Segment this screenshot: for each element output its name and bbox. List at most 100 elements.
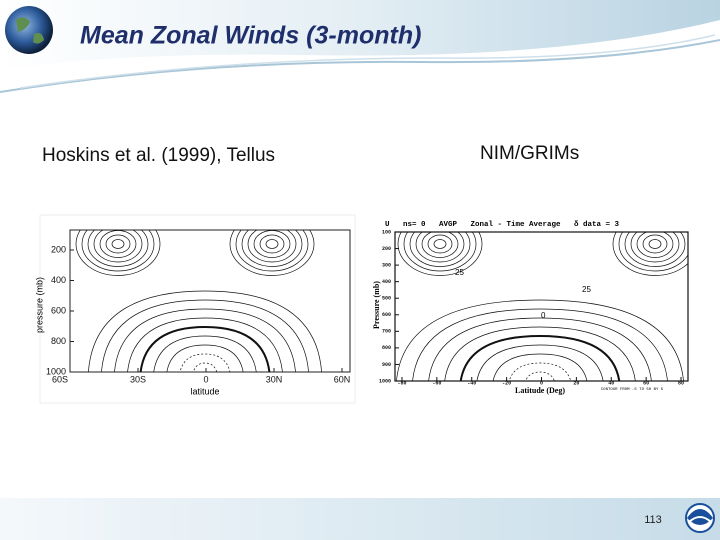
page-number: 113 bbox=[644, 514, 662, 526]
y-axis-label: pressure (mb) bbox=[34, 277, 44, 333]
plot-frame bbox=[69, 229, 351, 373]
x-tick-label: 0 bbox=[203, 374, 208, 384]
figure-title: U ns= 0 AVGP Zonal - Time Average δ data… bbox=[385, 221, 620, 229]
contour bbox=[409, 232, 471, 267]
contour bbox=[265, 239, 279, 249]
y-tick-label: 600 bbox=[51, 305, 66, 315]
contour bbox=[247, 230, 297, 263]
contour bbox=[229, 230, 315, 276]
contour bbox=[421, 232, 459, 258]
contour bbox=[81, 230, 155, 272]
y-tick-label: 500 bbox=[382, 296, 391, 302]
contour-label: 25 bbox=[582, 285, 591, 294]
y-tick-label: 1000 bbox=[46, 366, 66, 376]
x-tick-label: 30S bbox=[130, 374, 146, 384]
x-tick-label: -20 bbox=[502, 380, 511, 386]
swoosh bbox=[0, 39, 720, 93]
contour bbox=[618, 232, 688, 272]
contour bbox=[636, 232, 674, 258]
figure-frame bbox=[372, 215, 700, 405]
globe-icon bbox=[5, 6, 53, 54]
x-tick-label: 0 bbox=[540, 380, 543, 386]
contour bbox=[444, 326, 636, 381]
contour bbox=[88, 290, 322, 372]
contours bbox=[75, 230, 322, 372]
contour bbox=[403, 232, 477, 272]
x-tick-label: 30N bbox=[266, 374, 283, 384]
contour bbox=[93, 230, 143, 263]
x-tick-label: 80 bbox=[678, 380, 684, 386]
contour bbox=[101, 299, 309, 372]
x-axis-label: latitude bbox=[190, 386, 219, 396]
contour bbox=[624, 232, 686, 267]
contour bbox=[459, 334, 621, 381]
contour bbox=[114, 308, 296, 372]
x-tick-label: -80 bbox=[397, 380, 406, 386]
contour bbox=[428, 317, 652, 381]
contour bbox=[192, 362, 218, 372]
contour bbox=[433, 239, 447, 249]
contour bbox=[642, 234, 668, 254]
contour bbox=[509, 362, 571, 381]
contour bbox=[87, 230, 149, 267]
contour-note: CONTOUR FROM -5 TO 50 BY 5 bbox=[601, 388, 664, 392]
contour bbox=[235, 230, 309, 272]
contour bbox=[105, 234, 131, 254]
y-tick-label: 600 bbox=[382, 312, 391, 318]
x-tick-label: 60N bbox=[334, 374, 351, 384]
contour bbox=[259, 234, 285, 254]
contour-label: 25 bbox=[455, 268, 464, 277]
y-tick-label: 900 bbox=[382, 362, 391, 368]
header-band bbox=[0, 0, 720, 70]
contour bbox=[525, 371, 555, 381]
contour bbox=[412, 308, 668, 381]
contour bbox=[396, 299, 684, 381]
contour bbox=[612, 232, 688, 276]
x-tick-label: 60S bbox=[52, 374, 68, 384]
caption: NIM/GRIMs bbox=[480, 143, 579, 164]
y-tick-label: 200 bbox=[51, 244, 66, 254]
y-tick-label: 700 bbox=[382, 329, 391, 335]
contour bbox=[648, 239, 662, 249]
x-tick-label: 60 bbox=[643, 380, 649, 386]
contour bbox=[630, 232, 680, 263]
contours bbox=[396, 232, 688, 381]
contour bbox=[253, 230, 291, 258]
y-axis-label: Pressure (mb) bbox=[372, 281, 381, 329]
contour bbox=[492, 353, 588, 381]
y-tick-label: 800 bbox=[51, 336, 66, 346]
x-tick-label: -60 bbox=[432, 380, 441, 386]
swoosh bbox=[19, 34, 716, 89]
x-axis-label: Latitude (Deg) bbox=[515, 386, 565, 395]
y-tick-label: 200 bbox=[382, 246, 391, 252]
y-tick-label: 400 bbox=[51, 275, 66, 285]
contour bbox=[99, 230, 137, 258]
y-tick-label: 800 bbox=[382, 345, 391, 351]
y-tick-label: 1000 bbox=[379, 378, 391, 384]
y-tick-label: 300 bbox=[382, 262, 391, 268]
contour bbox=[111, 239, 125, 249]
contour-label: 0 bbox=[541, 311, 546, 320]
globe-land bbox=[16, 17, 44, 44]
x-tick-label: -40 bbox=[467, 380, 476, 386]
contour bbox=[127, 317, 283, 372]
noaa-logo-wave bbox=[688, 516, 712, 523]
contour bbox=[427, 234, 453, 254]
y-tick-label: 100 bbox=[382, 229, 391, 235]
contour bbox=[179, 353, 231, 372]
contour bbox=[476, 344, 604, 381]
contour bbox=[397, 232, 483, 276]
contour bbox=[166, 344, 244, 372]
contour bbox=[153, 335, 257, 372]
x-tick-label: 20 bbox=[573, 380, 579, 386]
footer-band bbox=[0, 498, 720, 540]
slide-title: Mean Zonal Winds (3-month) bbox=[80, 22, 421, 50]
contour bbox=[415, 232, 465, 263]
caption: Hoskins et al. (1999), Tellus bbox=[42, 145, 275, 166]
y-tick-label: 400 bbox=[382, 279, 391, 285]
contour bbox=[241, 230, 303, 267]
x-tick-label: 40 bbox=[608, 380, 614, 386]
contour bbox=[75, 230, 161, 276]
